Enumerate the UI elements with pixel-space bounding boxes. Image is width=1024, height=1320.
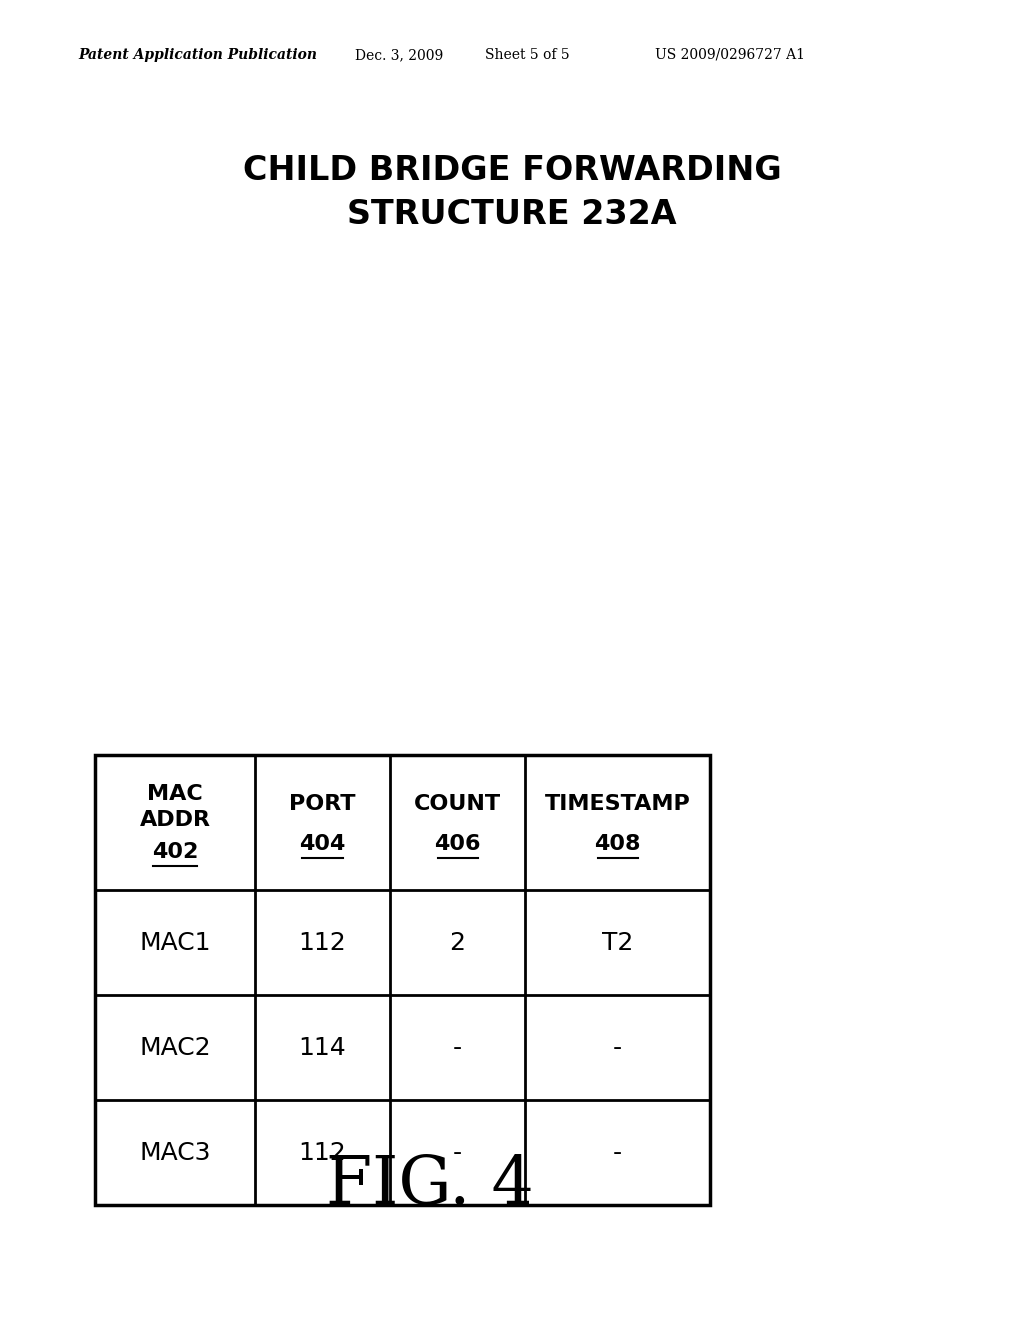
Text: PORT: PORT: [289, 795, 355, 814]
Text: T2: T2: [602, 931, 633, 954]
Text: US 2009/0296727 A1: US 2009/0296727 A1: [655, 48, 805, 62]
Text: 404: 404: [299, 834, 346, 854]
Text: 112: 112: [299, 1140, 346, 1164]
Bar: [95, 755, 710, 1205]
Text: CHILD BRIDGE FORWARDING: CHILD BRIDGE FORWARDING: [243, 153, 781, 186]
Text: -: -: [453, 1140, 462, 1164]
Text: MAC2: MAC2: [139, 1035, 211, 1060]
Text: 402: 402: [152, 842, 199, 862]
Text: STRUCTURE 232A: STRUCTURE 232A: [347, 198, 677, 231]
Text: MAC3: MAC3: [139, 1140, 211, 1164]
Text: 112: 112: [299, 931, 346, 954]
Text: 406: 406: [434, 834, 480, 854]
Text: -: -: [453, 1035, 462, 1060]
Text: -: -: [613, 1140, 622, 1164]
Text: -: -: [613, 1035, 622, 1060]
Text: 2: 2: [450, 931, 466, 954]
Text: COUNT: COUNT: [414, 795, 501, 814]
Text: Patent Application Publication: Patent Application Publication: [78, 48, 317, 62]
Text: 114: 114: [299, 1035, 346, 1060]
Text: TIMESTAMP: TIMESTAMP: [545, 795, 690, 814]
Text: FIG. 4: FIG. 4: [326, 1152, 535, 1217]
Text: MAC: MAC: [147, 784, 203, 804]
Text: Dec. 3, 2009: Dec. 3, 2009: [355, 48, 443, 62]
Text: Sheet 5 of 5: Sheet 5 of 5: [485, 48, 569, 62]
Text: MAC1: MAC1: [139, 931, 211, 954]
Text: 408: 408: [594, 834, 641, 854]
Text: ADDR: ADDR: [139, 810, 211, 830]
